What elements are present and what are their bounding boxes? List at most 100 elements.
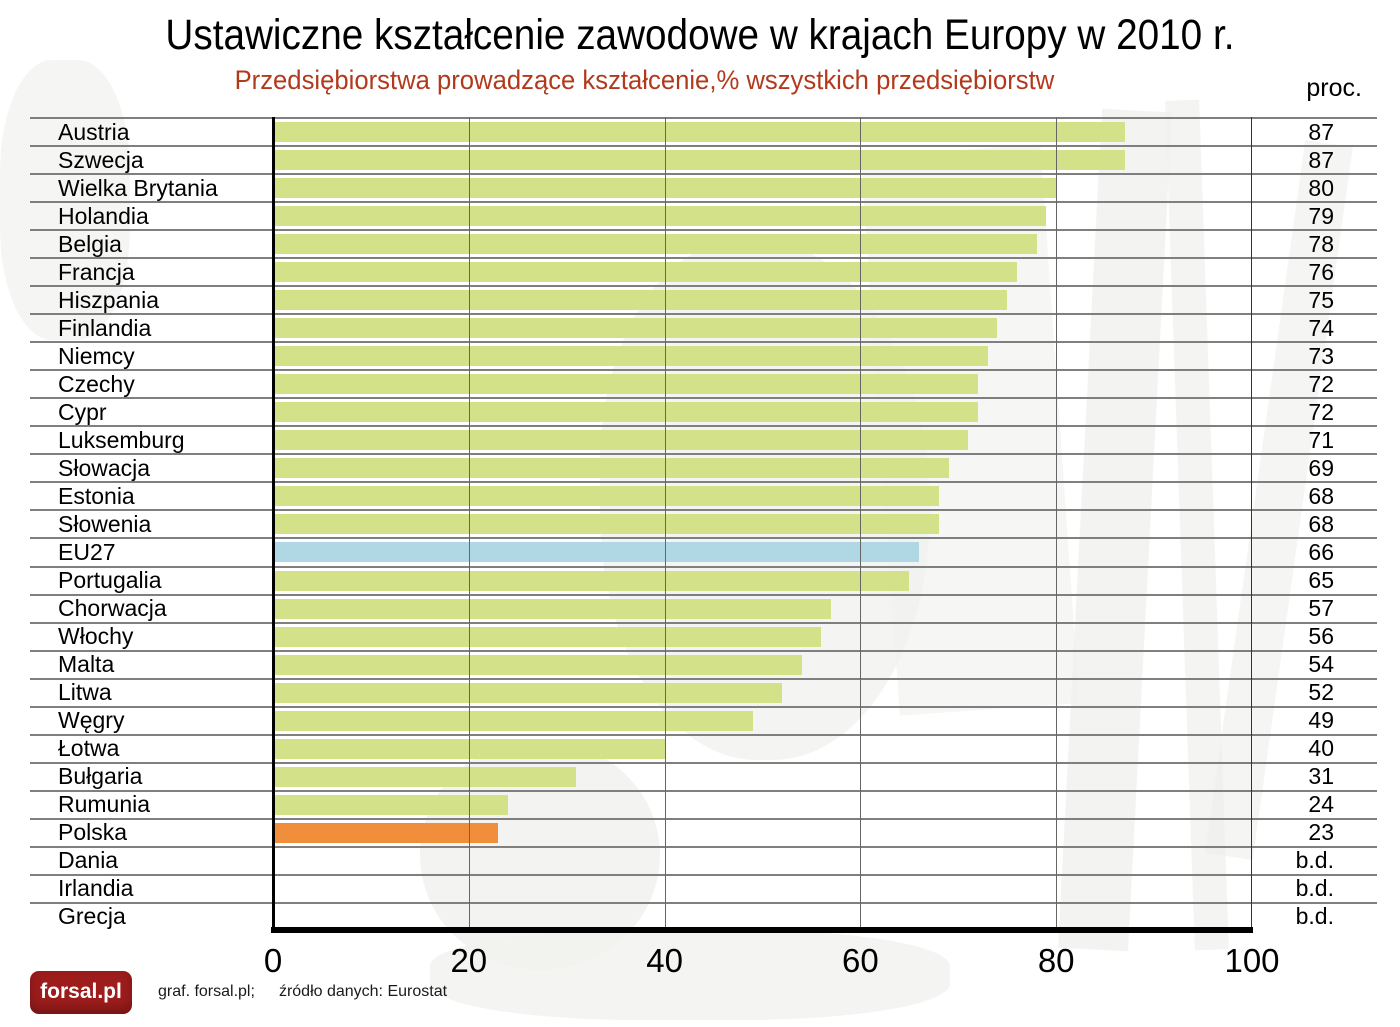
value-bar	[273, 346, 988, 367]
value-bar	[273, 514, 939, 535]
forsal-logo: forsal.pl	[30, 970, 132, 1014]
value-label: 72	[1308, 370, 1334, 397]
value-bar	[273, 318, 998, 339]
country-label: EU27	[58, 539, 116, 565]
table-row: EU27 66	[30, 537, 1377, 565]
bar-area	[273, 876, 1252, 902]
country-label: Belgia	[58, 231, 122, 257]
bar-area	[273, 119, 1252, 145]
value-label: 68	[1308, 482, 1334, 509]
table-row: Włochy 56	[30, 621, 1377, 650]
country-label: Luksemburg	[58, 427, 185, 453]
country-label: Słowenia	[58, 511, 152, 537]
bar-area	[273, 287, 1252, 313]
table-row: Luksemburg 71	[30, 425, 1377, 453]
bar-area	[273, 343, 1252, 369]
bar-area	[273, 820, 1252, 846]
value-bar	[273, 206, 1047, 227]
table-row: Francja 76	[30, 257, 1377, 285]
country-label: Węgry	[58, 707, 125, 734]
value-bar	[273, 654, 802, 675]
bar-area	[273, 203, 1252, 229]
value-label: 23	[1308, 819, 1334, 846]
table-row: Łotwa 40	[30, 733, 1377, 762]
table-row: Holandia 79	[30, 201, 1377, 229]
bar-area	[273, 399, 1252, 425]
bar-area	[273, 904, 1252, 930]
bar-area	[273, 848, 1252, 874]
table-row: Szwecja 87	[30, 145, 1377, 173]
country-label: Niemcy	[58, 343, 135, 369]
value-label: 76	[1308, 258, 1334, 285]
chart-area: Austria 87 Szwecja 87 Wielka Brytania 80…	[30, 117, 1377, 979]
country-label: Włochy	[58, 623, 134, 650]
table-row: Malta 54	[30, 649, 1377, 678]
country-label: Bułgaria	[58, 763, 143, 790]
value-label: 74	[1308, 314, 1334, 341]
x-tick: 20	[450, 942, 488, 979]
unit-label: proc.	[1306, 74, 1362, 102]
bar-area	[273, 624, 1252, 650]
value-label: 56	[1308, 623, 1334, 650]
value-bar	[273, 626, 822, 647]
value-label: 54	[1308, 651, 1334, 678]
value-label: 57	[1308, 595, 1334, 622]
table-row: Estonia 68	[30, 481, 1377, 509]
table-row: Hiszpania 75	[30, 285, 1377, 313]
table-row: Belgia 78	[30, 229, 1377, 257]
bar-area	[273, 483, 1252, 509]
value-bar	[273, 374, 978, 395]
value-label: 72	[1308, 398, 1334, 425]
bar-area	[273, 736, 1252, 762]
value-label: 75	[1308, 286, 1334, 313]
value-label: 80	[1308, 174, 1334, 201]
bar-area	[273, 596, 1252, 622]
table-row: Węgry 49	[30, 705, 1377, 734]
footer: forsal.pl graf. forsal.pl; źródło danych…	[30, 969, 447, 1015]
value-bar	[273, 234, 1037, 255]
table-row: Portugalia 65	[30, 565, 1377, 594]
value-bar	[273, 262, 1018, 283]
country-label: Austria	[58, 119, 130, 145]
value-bar	[273, 682, 783, 703]
watermark-shape	[0, 60, 130, 340]
bar-area	[273, 680, 1252, 706]
chart-rows: Austria 87 Szwecja 87 Wielka Brytania 80…	[30, 117, 1377, 930]
value-bar	[273, 178, 1057, 199]
table-row: Irlandia b.d.	[30, 873, 1377, 902]
watermark-shape	[430, 930, 950, 1020]
bar-area	[273, 231, 1252, 257]
country-label: Irlandia	[58, 875, 134, 902]
table-row: Słowenia 68	[30, 509, 1377, 537]
value-bar	[273, 290, 1008, 311]
chart-subtitle: Przedsiębiorstwa prowadzące kształcenie,…	[234, 65, 1054, 95]
value-label: 73	[1308, 342, 1334, 369]
value-bar	[273, 150, 1125, 171]
value-bar	[273, 458, 949, 479]
value-label: 78	[1308, 230, 1334, 257]
table-row: Bułgaria 31	[30, 761, 1377, 790]
table-row: Czechy 72	[30, 369, 1377, 397]
country-label: Francja	[58, 259, 135, 285]
graphic-credit: graf. forsal.pl;	[158, 983, 255, 1000]
table-row: Austria 87	[30, 117, 1377, 145]
country-label: Polska	[58, 819, 128, 846]
table-row: Niemcy 73	[30, 341, 1377, 369]
value-bar	[273, 402, 978, 423]
value-bar	[273, 710, 753, 731]
value-label: 52	[1308, 679, 1334, 706]
bar-area	[273, 175, 1252, 201]
table-row: Litwa 52	[30, 677, 1377, 706]
table-row: Rumunia 24	[30, 789, 1377, 818]
bar-area	[273, 259, 1252, 285]
value-label: 40	[1308, 735, 1334, 762]
country-label: Litwa	[58, 679, 112, 706]
bar-area	[273, 511, 1252, 537]
country-label: Hiszpania	[58, 287, 159, 313]
country-label: Chorwacja	[58, 595, 167, 622]
table-row: Grecja b.d.	[30, 901, 1377, 930]
country-label: Łotwa	[58, 735, 120, 762]
country-label: Wielka Brytania	[58, 175, 218, 201]
country-label: Malta	[58, 651, 115, 678]
